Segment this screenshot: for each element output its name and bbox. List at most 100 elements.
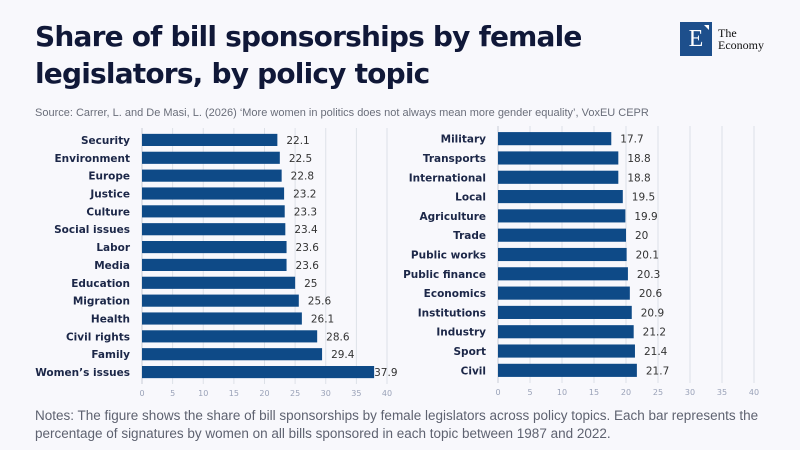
- bar: [498, 247, 627, 262]
- bar: [142, 205, 285, 218]
- x-tick-label: 20: [621, 388, 631, 397]
- category-label: Social issues: [54, 224, 130, 236]
- data-label: 22.1: [286, 135, 309, 147]
- bar: [498, 228, 626, 242]
- chart-title: Share of bill sponsorships by female leg…: [35, 20, 582, 90]
- category-label: Economics: [424, 288, 486, 300]
- category-label: Security: [81, 135, 130, 147]
- category-label: Migration: [73, 296, 130, 308]
- bar: [498, 267, 628, 281]
- category-label: Transports: [423, 153, 486, 165]
- data-label: 21.2: [643, 327, 666, 339]
- data-label: 20: [635, 230, 648, 242]
- category-label: Culture: [86, 206, 130, 218]
- bar: [142, 187, 285, 200]
- the-economy-logo: E The Economy: [680, 22, 764, 56]
- logo-e-icon: E: [680, 22, 712, 56]
- data-label: 25.6: [308, 296, 332, 308]
- x-tick-label: 40: [382, 389, 392, 398]
- data-label: 22.8: [291, 171, 314, 183]
- bar: [498, 363, 637, 377]
- data-label: 23.6: [296, 260, 320, 272]
- x-tick-label: 20: [259, 389, 269, 398]
- category-label: Justice: [89, 189, 130, 201]
- bar: [142, 241, 287, 254]
- logo-line1: The: [718, 26, 737, 40]
- data-label: 17.7: [620, 134, 643, 146]
- bar: [142, 312, 302, 325]
- category-label: Industry: [436, 327, 486, 339]
- data-label: 37.9: [374, 367, 397, 379]
- category-label: Trade: [453, 230, 486, 242]
- data-label: 23.6: [296, 242, 320, 254]
- bar: [142, 258, 287, 271]
- bar: [142, 348, 323, 361]
- data-label: 23.4: [294, 224, 318, 236]
- x-tick-label: 15: [229, 389, 239, 398]
- category-label: International: [409, 172, 486, 184]
- x-tick-label: 35: [717, 388, 727, 397]
- category-label: Public finance: [403, 269, 486, 281]
- bar: [142, 366, 375, 379]
- data-label: 18.8: [627, 153, 650, 165]
- x-tick-label: 25: [290, 389, 300, 398]
- category-label: Women’s issues: [35, 367, 130, 379]
- logo-text: The Economy: [718, 27, 764, 51]
- x-tick-label: 0: [495, 388, 500, 397]
- x-tick-label: 35: [351, 389, 361, 398]
- x-tick-label: 25: [653, 388, 663, 397]
- x-tick-label: 10: [557, 388, 567, 397]
- bar: [498, 325, 634, 339]
- bar: [142, 169, 282, 182]
- x-tick-label: 40: [749, 388, 759, 397]
- bar: [498, 209, 626, 223]
- category-label: Civil rights: [66, 331, 130, 343]
- category-label: Institutions: [418, 307, 486, 319]
- category-label: Local: [455, 192, 486, 204]
- category-label: Media: [94, 260, 130, 272]
- data-label: 26.1: [311, 314, 334, 326]
- data-label: 20.1: [636, 250, 659, 262]
- data-label: 20.3: [637, 269, 660, 281]
- x-tick-label: 0: [139, 389, 144, 398]
- data-label: 20.9: [641, 307, 664, 319]
- x-tick-label: 5: [527, 388, 532, 397]
- category-label: Labor: [96, 242, 131, 254]
- bar: [498, 170, 619, 184]
- bar: [498, 344, 635, 358]
- bar: [142, 276, 296, 289]
- data-label: 19.5: [632, 192, 655, 204]
- x-tick-label: 5: [170, 389, 175, 398]
- category-label: Environment: [54, 153, 130, 165]
- data-label: 19.9: [634, 211, 657, 223]
- x-tick-label: 10: [198, 389, 208, 398]
- category-label: Military: [441, 134, 487, 146]
- data-label: 28.6: [326, 331, 350, 343]
- category-label: Education: [71, 278, 130, 290]
- category-label: Health: [91, 314, 130, 326]
- data-label: 23.2: [293, 189, 316, 201]
- category-label: Agriculture: [419, 211, 486, 223]
- bar: [142, 330, 318, 343]
- data-label: 21.7: [646, 365, 669, 377]
- bar: [142, 133, 278, 146]
- data-label: 21.4: [644, 346, 668, 358]
- category-label: Family: [91, 349, 130, 361]
- data-label: 20.6: [639, 288, 663, 300]
- data-label: 22.5: [289, 153, 312, 165]
- x-tick-label: 30: [685, 388, 695, 397]
- x-tick-label: 30: [321, 389, 331, 398]
- x-tick-label: 15: [589, 388, 599, 397]
- bar: [142, 151, 280, 164]
- data-label: 25: [304, 278, 317, 290]
- category-label: Europe: [88, 171, 130, 183]
- logo-line2: Economy: [718, 38, 764, 52]
- category-label: Sport: [454, 346, 487, 358]
- bar: [498, 286, 630, 300]
- data-label: 18.8: [627, 172, 650, 184]
- bar: [142, 294, 299, 307]
- notes-text: Notes: The figure shows the share of bil…: [35, 408, 759, 441]
- bar: [498, 190, 623, 204]
- bar: [142, 223, 286, 236]
